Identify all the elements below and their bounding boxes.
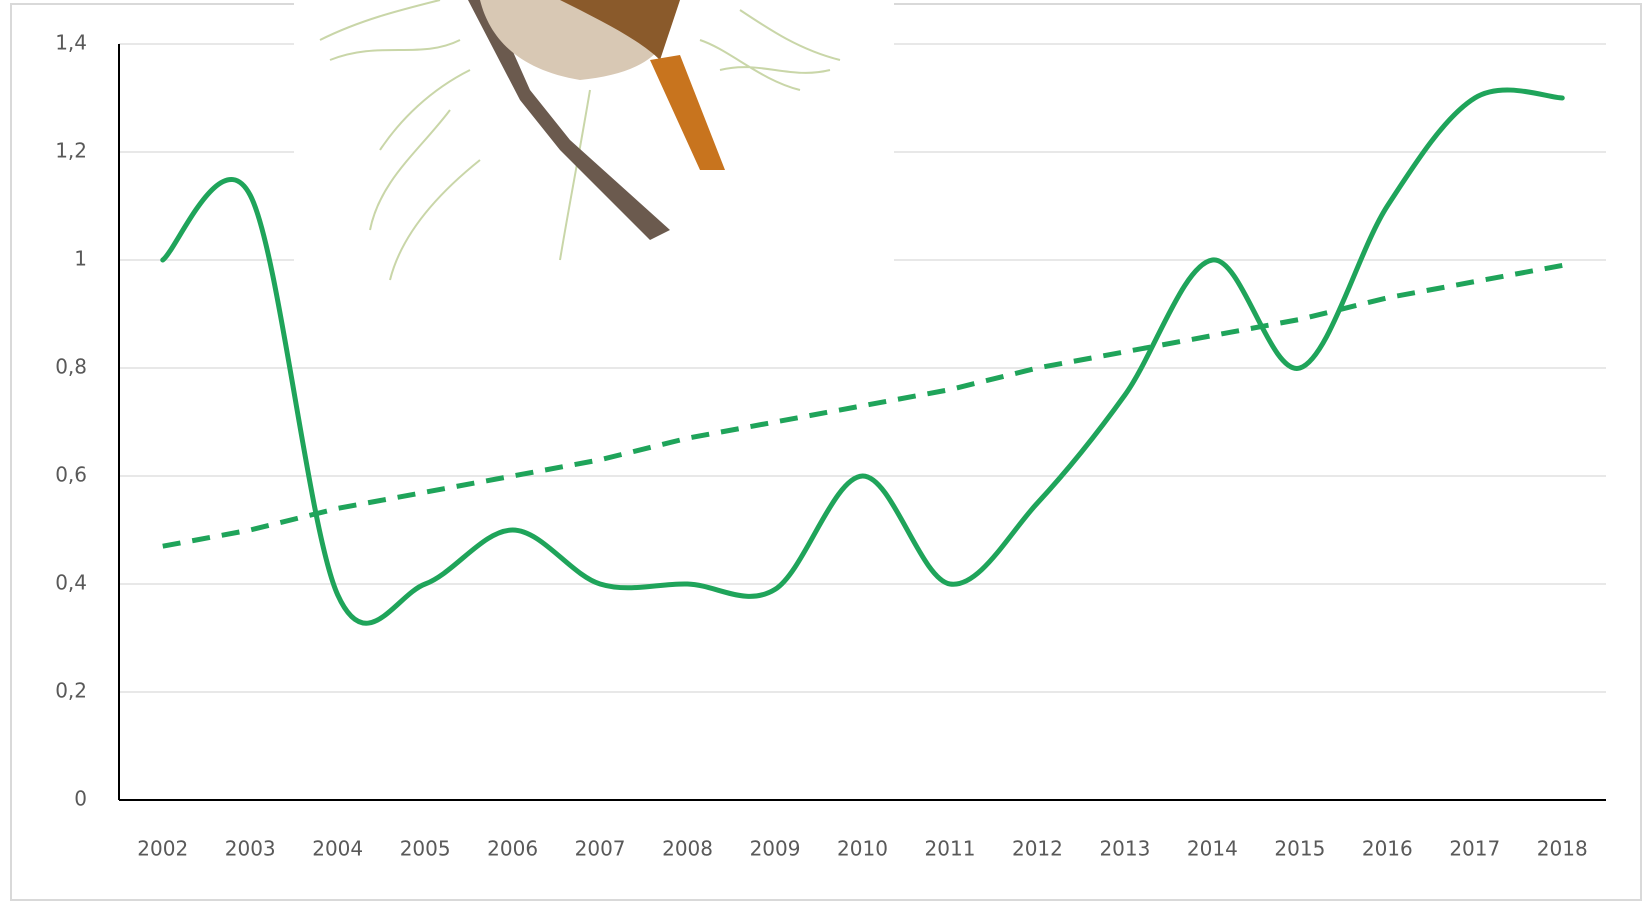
bird-illustration <box>294 0 894 281</box>
x-tick-label: 2017 <box>1449 837 1500 861</box>
x-tick-label: 2018 <box>1537 837 1588 861</box>
plot-layer: 0 0,2 0,4 0,6 0,8 1 1,2 1,4 2002 2003 2004 2005 2006… <box>55 31 1606 861</box>
x-tick-label: 2006 <box>487 837 538 861</box>
x-tick-label: 2015 <box>1274 837 1325 861</box>
foliage <box>319 0 841 281</box>
x-tick-label: 2016 <box>1362 837 1413 861</box>
y-tick-label: 1,2 <box>55 139 87 163</box>
y-tick-label: 0,4 <box>55 571 87 595</box>
x-tick-label: 2010 <box>837 837 888 861</box>
data-line <box>160 87 1565 626</box>
x-tick-label: 2009 <box>750 837 801 861</box>
x-tick-label: 2007 <box>575 837 626 861</box>
x-tick-label: 2002 <box>137 837 188 861</box>
bird-tail <box>650 55 725 170</box>
y-tick-label: 0 <box>74 787 87 811</box>
y-tick-label: 1 <box>74 247 87 271</box>
x-tick-label: 2014 <box>1187 837 1238 861</box>
y-tick-label: 0,8 <box>55 355 87 379</box>
x-tick-label: 2008 <box>662 837 713 861</box>
y-tick-label: 0,6 <box>55 463 87 487</box>
x-tick-label: 2012 <box>1012 837 1063 861</box>
y-tick-label: 1,4 <box>55 31 87 55</box>
x-tick-label: 2004 <box>312 837 363 861</box>
x-tick-label: 2005 <box>400 837 451 861</box>
x-tick-label: 2013 <box>1099 837 1150 861</box>
bird-wing <box>560 0 680 60</box>
x-tick-label: 2011 <box>925 837 976 861</box>
y-tick-label: 0,2 <box>55 679 87 703</box>
x-tick-label: 2003 <box>225 837 276 861</box>
branch <box>468 0 670 240</box>
